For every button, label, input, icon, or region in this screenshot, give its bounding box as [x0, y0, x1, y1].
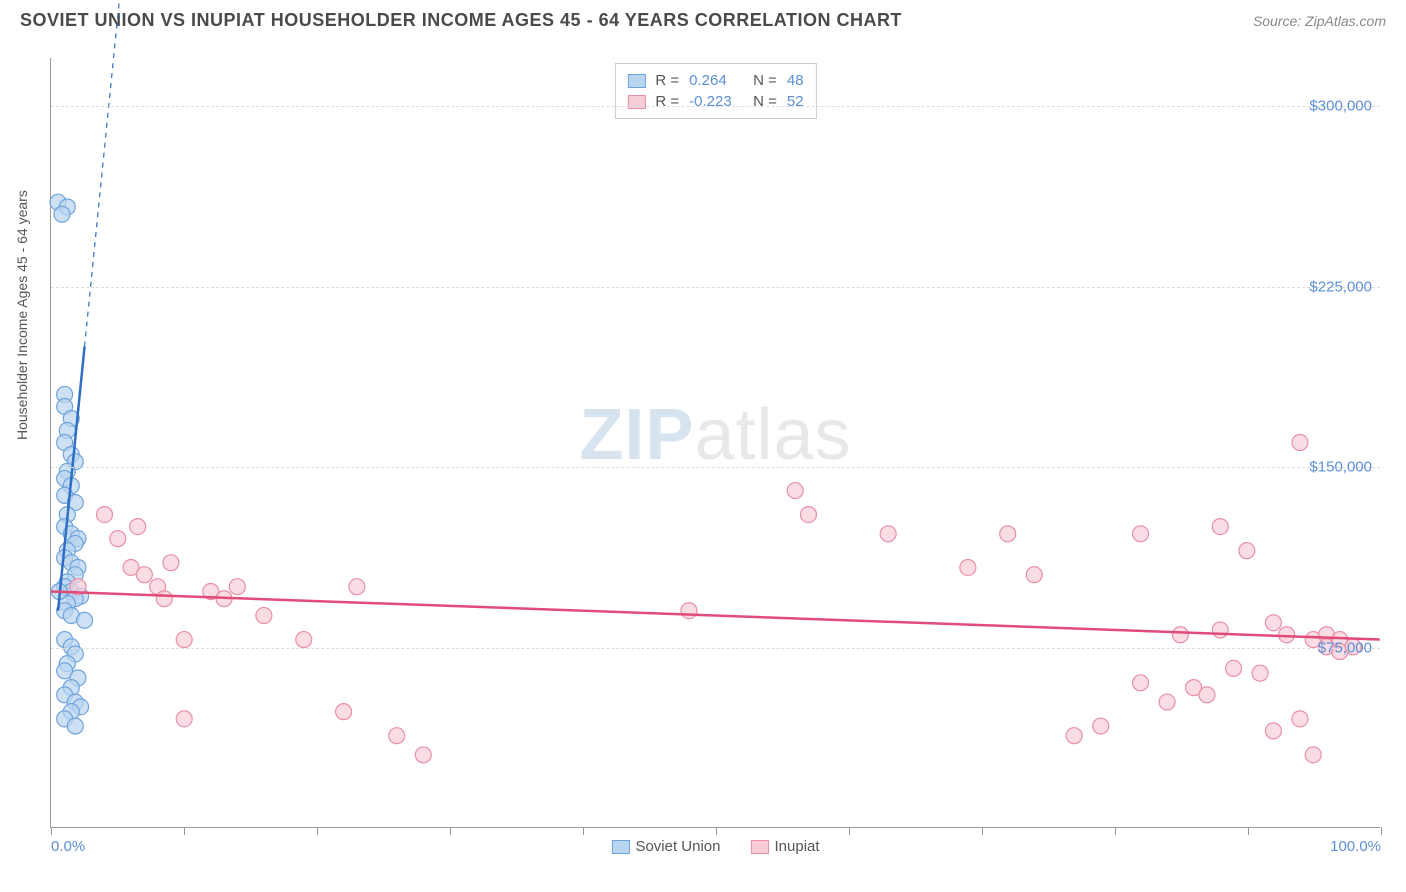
gridline-h: [51, 106, 1380, 107]
x-tick: [1248, 827, 1249, 835]
y-tick-label: $150,000: [1309, 459, 1372, 476]
x-tick: [184, 827, 185, 835]
x-tick: [982, 827, 983, 835]
data-point: [1292, 711, 1308, 727]
chart-area: ZIPatlas R =0.264N =48R =-0.223N =52 Sov…: [50, 58, 1380, 828]
data-point: [1133, 675, 1149, 691]
stat-n-label: N =: [753, 72, 777, 89]
data-point: [1265, 615, 1281, 631]
data-point: [136, 567, 152, 583]
data-point: [130, 519, 146, 535]
stat-r-value: -0.223: [689, 93, 743, 110]
legend-stat-row: R = 0.264 N = 48: [627, 70, 803, 91]
legend-swatch: [627, 74, 645, 88]
data-point: [1226, 660, 1242, 676]
stat-r-value: 0.264: [689, 72, 743, 89]
x-tick: [583, 827, 584, 835]
data-point: [1305, 747, 1321, 763]
x-tick: [849, 827, 850, 835]
data-point: [415, 747, 431, 763]
data-point: [156, 591, 172, 607]
stat-r-label: R =: [655, 72, 679, 89]
legend-series: Soviet Union Inupiat: [611, 838, 819, 855]
data-point: [1265, 723, 1281, 739]
data-point: [800, 507, 816, 523]
data-point: [97, 507, 113, 523]
data-point: [176, 632, 192, 648]
data-point: [1199, 687, 1215, 703]
data-point: [880, 526, 896, 542]
x-tick-label: 0.0%: [51, 838, 85, 855]
y-axis-label: Householder Income Ages 45 - 64 years: [14, 190, 30, 440]
legend-series-item: Soviet Union: [611, 838, 720, 855]
x-tick-label: 100.0%: [1330, 838, 1381, 855]
x-tick: [1115, 827, 1116, 835]
trend-line: [51, 591, 1379, 639]
trend-line-dash: [85, 0, 125, 346]
chart-title: SOVIET UNION VS INUPIAT HOUSEHOLDER INCO…: [20, 10, 902, 31]
data-point: [787, 483, 803, 499]
data-point: [1172, 627, 1188, 643]
data-point: [336, 704, 352, 720]
stat-r-label: R =: [655, 93, 679, 110]
legend-stat-row: R = -0.223 N = 52: [627, 91, 803, 112]
legend-series-item: Inupiat: [751, 838, 820, 855]
data-point: [1212, 622, 1228, 638]
data-point: [1212, 519, 1228, 535]
data-point: [1159, 694, 1175, 710]
gridline-h: [51, 648, 1380, 649]
data-point: [389, 728, 405, 744]
data-point: [1239, 543, 1255, 559]
data-point: [960, 559, 976, 575]
source-label: Source: ZipAtlas.com: [1253, 13, 1386, 29]
data-point: [349, 579, 365, 595]
x-tick: [450, 827, 451, 835]
legend-series-label: Inupiat: [775, 838, 820, 855]
stat-n-value: 52: [787, 93, 804, 110]
legend-stats: R = 0.264 N = 48 R = -0.223 N = 52: [614, 63, 816, 119]
stat-n-label: N =: [753, 93, 777, 110]
data-point: [110, 531, 126, 547]
data-point: [163, 555, 179, 571]
data-point: [54, 206, 70, 222]
data-point: [67, 718, 83, 734]
data-point: [229, 579, 245, 595]
gridline-h: [51, 467, 1380, 468]
data-point: [681, 603, 697, 619]
data-point: [77, 612, 93, 628]
data-point: [1026, 567, 1042, 583]
legend-swatch: [611, 840, 629, 854]
scatter-plot: [51, 58, 1380, 827]
legend-swatch: [751, 840, 769, 854]
data-point: [1292, 435, 1308, 451]
data-point: [1133, 526, 1149, 542]
stat-n-value: 48: [787, 72, 804, 89]
data-point: [1093, 718, 1109, 734]
y-tick-label: $75,000: [1318, 639, 1372, 656]
x-tick: [716, 827, 717, 835]
y-tick-label: $300,000: [1309, 98, 1372, 115]
legend-series-label: Soviet Union: [635, 838, 720, 855]
data-point: [256, 608, 272, 624]
data-point: [176, 711, 192, 727]
data-point: [1000, 526, 1016, 542]
data-point: [1066, 728, 1082, 744]
y-tick-label: $225,000: [1309, 278, 1372, 295]
data-point: [296, 632, 312, 648]
data-point: [1252, 665, 1268, 681]
gridline-h: [51, 287, 1380, 288]
x-tick: [1381, 827, 1382, 835]
x-tick: [51, 827, 52, 835]
x-tick: [317, 827, 318, 835]
